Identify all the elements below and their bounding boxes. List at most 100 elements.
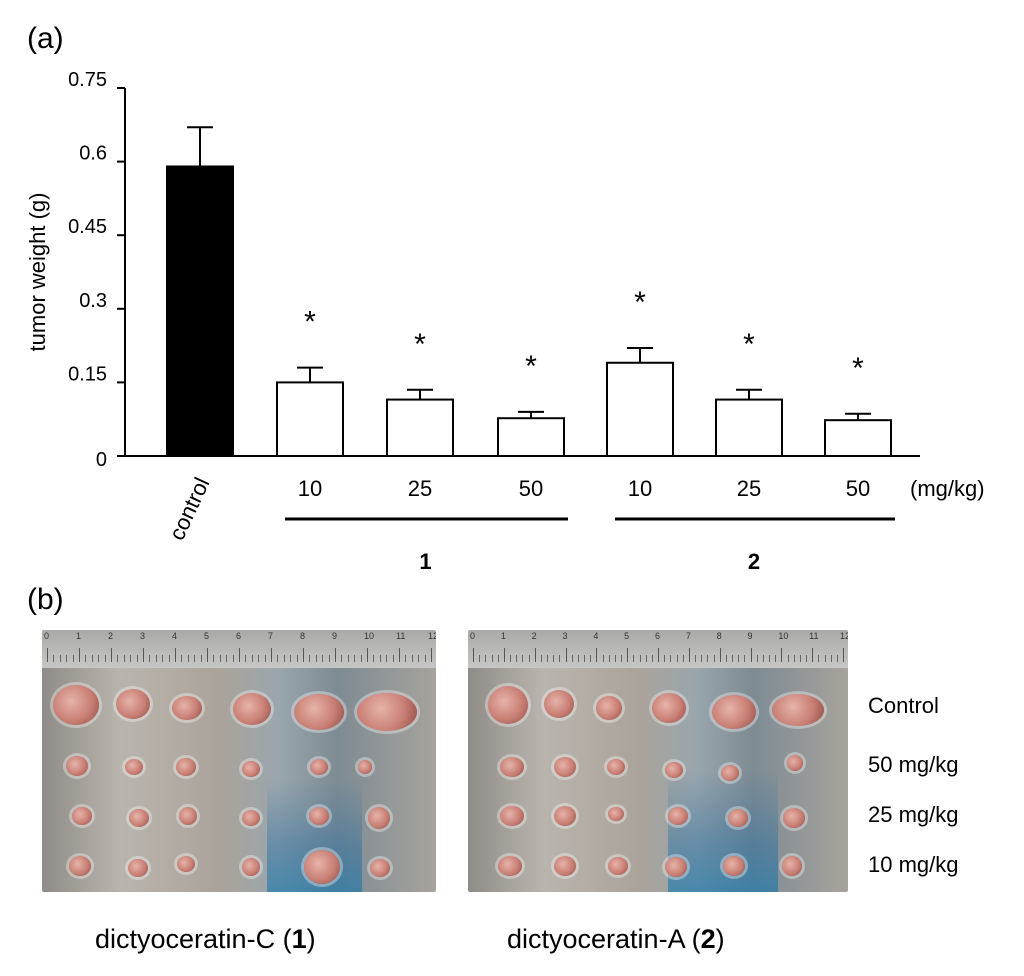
bar-compound-1-25 xyxy=(386,398,454,457)
ruler-minor-tick xyxy=(559,655,561,662)
ruler-minor-tick xyxy=(85,655,87,662)
ruler-minor-tick xyxy=(181,655,183,662)
ruler-minor-tick xyxy=(117,655,119,662)
tumor-specimen xyxy=(498,856,522,876)
ruler-tick xyxy=(688,648,690,662)
ruler-number: 10 xyxy=(364,631,375,641)
tumor-specimen xyxy=(500,806,524,826)
tumor-specimen xyxy=(125,759,143,775)
tumor-specimen xyxy=(488,686,528,724)
ruler-number: 5 xyxy=(624,631,630,641)
ruler-minor-tick xyxy=(824,655,826,662)
ruler-number: 4 xyxy=(172,631,178,641)
ruler-minor-tick xyxy=(682,655,684,662)
ruler-tick xyxy=(79,648,80,662)
ruler-number: 6 xyxy=(236,631,242,641)
ruler-minor-tick xyxy=(806,655,807,662)
ruler-tick xyxy=(503,648,505,662)
blue-background-area xyxy=(668,770,778,892)
ruler-minor-tick xyxy=(373,655,375,662)
tumor-specimen xyxy=(783,808,805,828)
ruler-minor-tick xyxy=(491,655,493,662)
x-tick-label: 10 xyxy=(628,476,652,501)
ruler-number: 3 xyxy=(140,631,146,641)
significance-marker: * xyxy=(525,350,537,383)
ruler-number: 6 xyxy=(655,631,661,641)
y-tick-label: 0.75 xyxy=(68,69,107,91)
ruler-minor-tick xyxy=(98,655,100,662)
tumor-specimen xyxy=(177,856,195,872)
ruler-tick xyxy=(596,648,598,662)
y-tick-label: 0.45 xyxy=(68,216,107,238)
tumor-specimen xyxy=(357,693,417,731)
panel-a-label: (a) xyxy=(27,22,64,55)
ruler-number: 8 xyxy=(300,631,306,641)
significance-marker: * xyxy=(743,328,755,361)
significance-marker: * xyxy=(304,306,316,339)
ruler-minor-tick xyxy=(296,655,298,662)
tumor-specimen xyxy=(787,755,803,771)
tumor-specimen xyxy=(310,759,328,775)
ruler-tick xyxy=(143,648,144,662)
significance-marker: * xyxy=(634,286,646,319)
tumor-specimen xyxy=(723,856,745,876)
ruler-minor-tick xyxy=(639,655,641,662)
ruler-minor-tick xyxy=(360,655,362,662)
ruler-number: 11 xyxy=(396,631,406,641)
caption-suffix: ) xyxy=(715,924,725,954)
ruler-minor-tick xyxy=(485,655,487,662)
x-tick-label: 50 xyxy=(519,476,543,501)
ruler-minor-tick xyxy=(676,655,678,662)
ruler-minor-tick xyxy=(695,655,696,662)
ruler-minor-tick xyxy=(136,655,138,662)
ruler-minor-tick xyxy=(584,655,585,662)
ruler-tick xyxy=(750,648,752,662)
row-label-control: Control xyxy=(868,693,939,718)
ruler-minor-tick xyxy=(219,655,221,662)
tumor-specimen xyxy=(242,858,260,876)
y-tick-label: 0.6 xyxy=(79,143,107,165)
ruler-minor-tick xyxy=(277,655,279,662)
tumor-specimen xyxy=(128,859,148,877)
ruler-tick xyxy=(719,648,721,662)
bar-compound-1-50 xyxy=(497,417,565,457)
y-tick-label: 0.3 xyxy=(79,290,107,312)
tumor-specimen xyxy=(242,810,260,826)
ruler-minor-tick xyxy=(602,655,604,662)
caption-compound-number: 1 xyxy=(291,924,307,954)
ruler-minor-tick xyxy=(168,655,170,662)
ruler-minor-tick xyxy=(66,655,68,662)
tumor-specimen xyxy=(129,809,149,827)
x-tick-label: 25 xyxy=(737,476,761,501)
ruler-tick xyxy=(627,648,629,662)
ruler-tick xyxy=(335,648,336,662)
y-tick-label: 0.15 xyxy=(68,363,107,385)
bar-compound-2-50 xyxy=(824,419,892,458)
ruler-number: 12 xyxy=(428,631,436,641)
ruler-minor-tick xyxy=(553,655,555,662)
ruler-tick xyxy=(431,648,432,662)
ruler-minor-tick xyxy=(664,655,666,662)
ruler-minor-tick xyxy=(608,655,610,662)
ruler-tick xyxy=(843,648,844,662)
ruler-minor-tick xyxy=(577,655,579,662)
ruler-minor-tick xyxy=(744,655,746,662)
ruler-minor-tick xyxy=(479,655,481,662)
ruler-minor-tick xyxy=(793,655,795,662)
ruler-minor-tick xyxy=(213,655,215,662)
ruler-number: 1 xyxy=(500,631,506,641)
ruler-minor-tick xyxy=(251,655,253,662)
ruler-minor-tick xyxy=(540,655,542,662)
tumor-photo-compound-1: 0 1 2 3 4 5 6 7 8 9 10 11 12 xyxy=(42,630,436,892)
tumor-specimen xyxy=(304,850,340,884)
ruler-minor-tick xyxy=(830,655,832,662)
ruler-tick xyxy=(207,648,208,662)
ruler-minor-tick xyxy=(614,655,616,662)
tumor-specimen xyxy=(176,758,196,776)
ruler-minor-tick xyxy=(155,655,157,662)
panel-b-label: (b) xyxy=(27,583,64,616)
tumor-photo-compound-2: 0 1 2 3 4 5 6 7 8 9 10 11 12 xyxy=(468,630,848,892)
ruler-number: 5 xyxy=(204,631,210,641)
row-label-25: 25 mg/kg xyxy=(868,802,959,827)
bar-compound-2-10 xyxy=(606,361,674,458)
